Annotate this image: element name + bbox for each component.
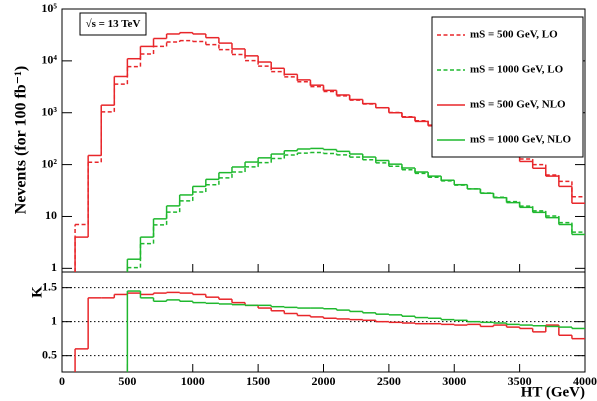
y-tick-label: 0.5	[42, 347, 57, 361]
plot-area	[74, 290, 585, 372]
x-tick-label: 2000	[312, 374, 336, 388]
y-tick-label: 10²	[41, 156, 57, 170]
x-axis-label: HT (GeV)	[521, 384, 585, 400]
x-tick-label: 2500	[377, 374, 401, 388]
y-tick-label: 10³	[41, 104, 57, 118]
y-tick-label: 10⁵	[41, 1, 57, 15]
y-tick-label: 1	[51, 260, 57, 274]
x-tick-label: 4000	[573, 374, 597, 388]
x-tick-label: 1500	[246, 374, 270, 388]
y-tick-label: 10⁴	[41, 53, 57, 67]
x-tick-label: 0	[59, 374, 65, 388]
legend-label: mS = 1000 GeV, LO	[470, 64, 564, 76]
x-tick-label: 1000	[181, 374, 205, 388]
y-tick-label: 1.5	[42, 279, 57, 293]
annotation-box	[79, 12, 147, 36]
x-tick-label: 3500	[508, 374, 532, 388]
x-tick-label: 500	[118, 374, 136, 388]
legend-box	[431, 16, 584, 158]
y-tick-label: 10	[45, 208, 57, 222]
plot-area	[74, 31, 585, 272]
y-axis-label: Nevents (for 100 fb⁻¹)	[13, 66, 30, 214]
annotation: √s = 13 TeV	[86, 18, 141, 30]
legend-label: mS = 500 GeV, NLO	[470, 99, 566, 111]
legend-label: mS = 1000 GeV, NLO	[470, 134, 572, 146]
x-tick-label: 3000	[442, 374, 466, 388]
k-axis-label: K	[29, 286, 45, 298]
y-tick-label: 1	[51, 313, 57, 327]
legend-label: mS = 500 GeV, LO	[470, 29, 558, 41]
